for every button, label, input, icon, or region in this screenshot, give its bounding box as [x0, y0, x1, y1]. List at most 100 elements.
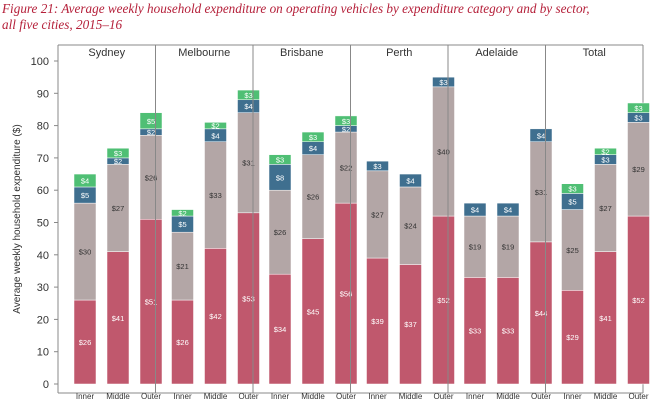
category-tick-label: Middle	[594, 392, 618, 400]
category-tick-label: Outer	[433, 392, 453, 400]
category-tick-label: Inner	[76, 392, 95, 400]
data-label: $3	[309, 133, 317, 142]
data-label: $4	[537, 131, 545, 140]
category-tick-label: Outer	[531, 392, 551, 400]
bar-segment	[496, 202, 520, 217]
category-tick-label: Outer	[238, 392, 258, 400]
data-label: $4	[211, 131, 219, 140]
data-label: $52	[437, 296, 450, 305]
bar-segment	[139, 112, 163, 130]
y-tick-label: 60	[37, 185, 49, 197]
y-tick-label: 10	[37, 347, 49, 359]
category-tick-label: Outer	[628, 392, 648, 400]
group-label: Brisbane	[280, 47, 323, 59]
data-label: $5	[147, 117, 155, 126]
data-label: $26	[176, 338, 189, 347]
data-label: $30	[79, 248, 92, 257]
y-tick-label: 70	[37, 153, 49, 165]
bar-segment	[268, 154, 292, 165]
data-label: $52	[632, 296, 645, 305]
y-tick-label: 0	[43, 379, 49, 391]
data-label: $4	[406, 177, 414, 186]
category-tick-label: Middle	[106, 392, 130, 400]
data-label: $3	[373, 162, 381, 171]
y-tick-label: 30	[37, 282, 49, 294]
data-label: $3	[568, 185, 576, 194]
data-label: $41	[112, 314, 125, 323]
category-tick-label: Middle	[496, 392, 520, 400]
data-label: $56	[340, 290, 353, 299]
data-label: $25	[566, 246, 579, 255]
category-tick-label: Outer	[336, 392, 356, 400]
data-label: $44	[535, 309, 548, 318]
data-label: $24	[404, 222, 417, 231]
data-label: $53	[242, 294, 255, 303]
data-label: $34	[274, 325, 287, 334]
data-label: $4	[504, 206, 512, 215]
data-label: $4	[81, 177, 89, 186]
data-label: $3	[342, 117, 350, 126]
data-label: $42	[209, 312, 222, 321]
category-tick-label: Inner	[563, 392, 582, 400]
data-label: $4	[244, 102, 252, 111]
bar-segment	[463, 202, 487, 217]
category-tick-label: Inner	[173, 392, 192, 400]
data-label: $2	[114, 157, 122, 166]
bar-segment	[73, 173, 97, 188]
data-label: $2	[211, 122, 219, 131]
data-label: $41	[599, 314, 612, 323]
data-label: $33	[469, 327, 482, 336]
bar-segment	[432, 76, 455, 88]
data-label: $19	[469, 243, 482, 252]
y-tick-label: 90	[37, 88, 49, 100]
data-label: $5	[81, 191, 89, 200]
y-tick-label: 80	[37, 121, 49, 133]
bar-segment	[171, 209, 194, 217]
data-label: $40	[437, 147, 450, 156]
data-label: $31	[535, 188, 548, 197]
group-label: Adelaide	[475, 47, 518, 59]
bar-segment	[594, 147, 617, 155]
data-label: $22	[340, 164, 353, 173]
figure-title: Figure 21: Average weekly household expe…	[2, 1, 642, 33]
data-label: $3	[601, 156, 609, 165]
data-label: $4	[309, 144, 317, 153]
data-label: $26	[145, 173, 158, 182]
group-label: Sydney	[88, 47, 125, 59]
bar-segment	[529, 128, 553, 143]
bar-segment	[106, 147, 130, 159]
data-label: $21	[176, 262, 189, 271]
data-label: $4	[471, 206, 479, 215]
category-tick-label: Inner	[368, 392, 387, 400]
group-label: Perth	[386, 47, 412, 59]
data-label: $26	[79, 338, 92, 347]
group-label: Total	[583, 47, 606, 59]
data-label: $2	[178, 209, 186, 218]
data-label: $27	[112, 204, 125, 213]
y-axis-label: Average weekly household expenditure ($)	[12, 124, 23, 313]
data-label: $37	[404, 320, 417, 329]
data-label: $5	[178, 220, 186, 229]
data-label: $26	[274, 228, 287, 237]
bar-segment	[204, 122, 227, 130]
y-tick-label: 20	[37, 314, 49, 326]
y-tick-label: 50	[37, 218, 49, 230]
data-label: $8	[276, 173, 284, 182]
category-tick-label: Outer	[141, 392, 161, 400]
y-tick-label: 100	[31, 56, 49, 68]
data-label: $2	[147, 128, 155, 137]
bar-segment	[334, 115, 358, 126]
category-tick-label: Inner	[466, 392, 485, 400]
bar-segment	[237, 89, 260, 101]
data-label: $2	[601, 147, 609, 156]
bar-segment	[561, 183, 584, 194]
data-label: $39	[371, 317, 384, 326]
data-label: $26	[307, 193, 320, 202]
data-label: $2	[342, 125, 350, 134]
data-label: $3	[114, 149, 122, 158]
figure-title-line-1: Figure 21: Average weekly household expe…	[2, 1, 590, 16]
bar-segment	[301, 131, 325, 142]
data-label: $51	[145, 298, 158, 307]
bar-segment	[399, 173, 422, 188]
